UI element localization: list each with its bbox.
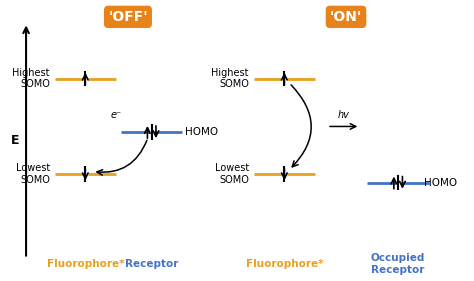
Text: 'ON': 'ON' xyxy=(330,10,362,24)
Text: HOMO: HOMO xyxy=(424,178,457,188)
Text: hv: hv xyxy=(337,110,350,120)
Text: Occupied
Receptor: Occupied Receptor xyxy=(371,253,425,275)
Text: Highest
SOMO: Highest SOMO xyxy=(12,68,50,89)
Text: Fluorophore*: Fluorophore* xyxy=(46,259,124,269)
Text: 'OFF': 'OFF' xyxy=(108,10,148,24)
Text: HOMO: HOMO xyxy=(185,127,218,137)
Text: e⁻: e⁻ xyxy=(110,110,122,120)
Text: Highest
SOMO: Highest SOMO xyxy=(211,68,249,89)
Text: Lowest
SOMO: Lowest SOMO xyxy=(16,164,50,185)
Text: Fluorophore*: Fluorophore* xyxy=(246,259,323,269)
Text: Lowest
SOMO: Lowest SOMO xyxy=(215,164,249,185)
Text: E: E xyxy=(11,134,19,147)
Text: Receptor: Receptor xyxy=(125,259,178,269)
